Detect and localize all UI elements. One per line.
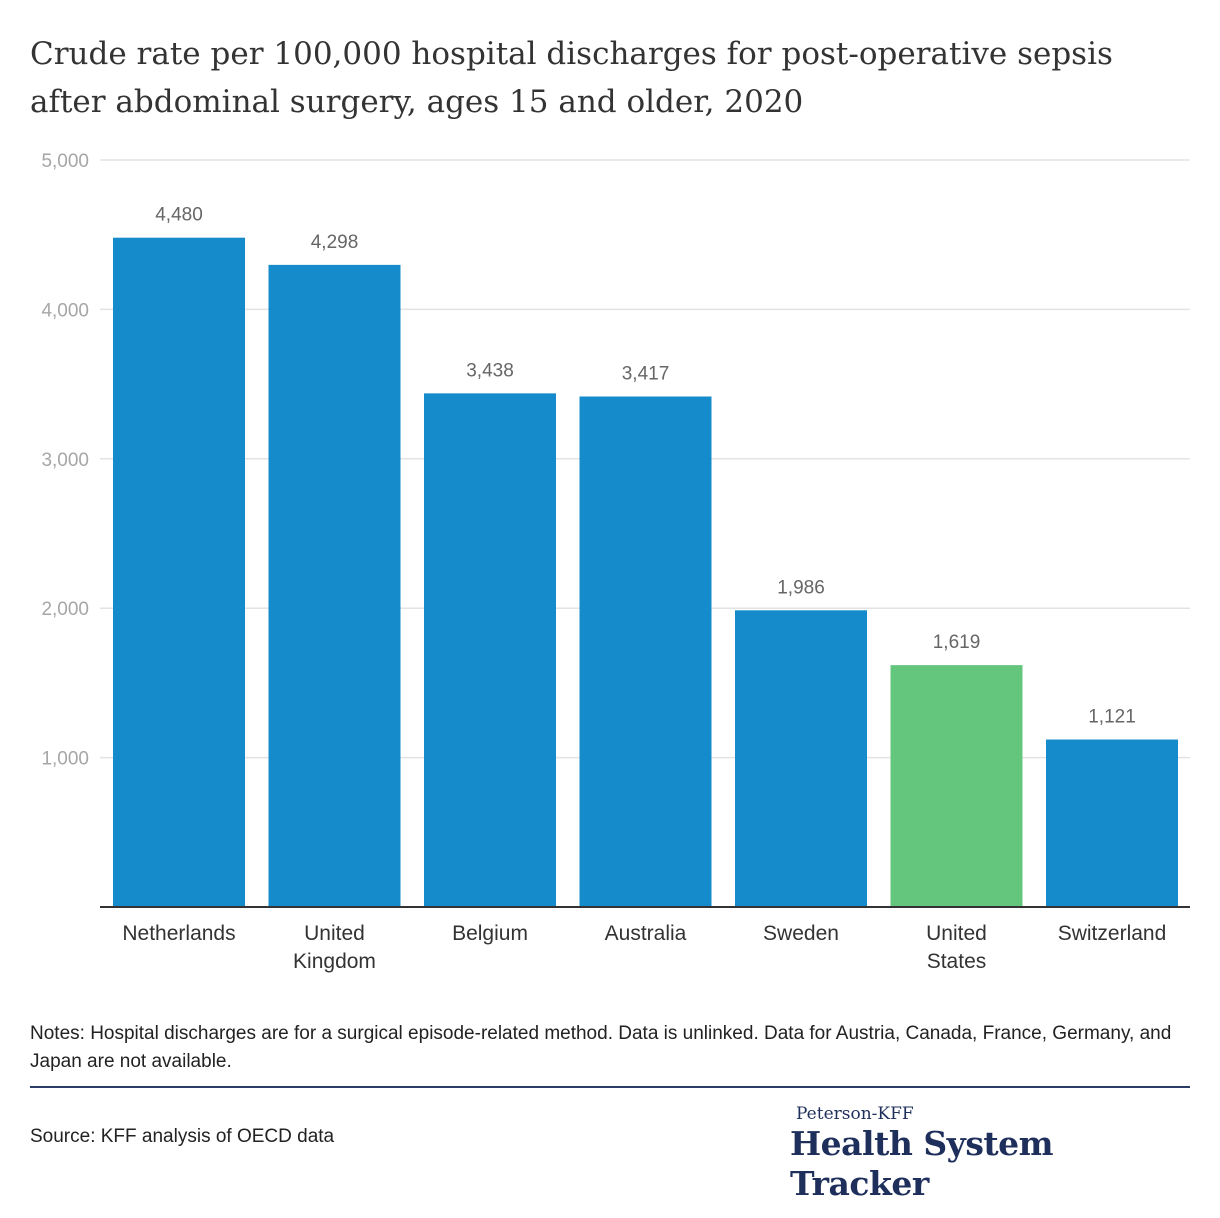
bars [113,237,1178,908]
y-tick-label: 3,000 [41,450,89,471]
bar-chart: 1,000 2,000 3,000 4,000 5,000 4,480 4,298 3,43… [41,151,1190,973]
y-tick-label: 2,000 [41,599,89,620]
category-label: United Kingdom [293,922,376,973]
category-label: Switzerland [1058,922,1167,945]
data-label: 4,298 [311,232,359,253]
bar-australia [579,396,712,907]
category-label: United States [926,922,987,973]
chart-notes: Notes: Hospital discharges are for a sur… [30,1023,1172,1072]
bar-netherlands [113,237,245,908]
category-label: Netherlands [122,922,235,945]
data-label: 1,121 [1088,707,1136,728]
category-label: Belgium [452,922,528,945]
chart-source: Source: KFF analysis of OECD data [30,1126,335,1147]
bar-switzerland [1046,739,1178,907]
bar-united-kingdom [268,264,401,907]
y-tick-label: 5,000 [41,151,89,172]
chart-title: Crude rate per 100,000 hospital discharg… [30,36,1113,120]
brand-top-text: Peterson-KFF [796,1104,914,1124]
brand-logo: Peterson-KFF Health System Tracker [790,1104,1190,1204]
category-label: Sweden [763,922,839,945]
bar-belgium [424,393,556,907]
bar-sweden [735,610,867,907]
y-axis-ticks: 1,000 2,000 3,000 4,000 5,000 [41,151,89,770]
data-label: 4,480 [155,205,203,226]
y-tick-label: 4,000 [41,300,89,321]
y-tick-label: 1,000 [41,749,89,770]
data-labels: 4,480 4,298 3,438 3,417 1,986 1,619 1,121 [155,205,1136,728]
data-label: 1,619 [933,632,981,653]
category-label: Australia [605,922,687,945]
data-label: 3,438 [466,360,514,381]
data-label: 1,986 [777,577,825,598]
bar-united-states [890,665,1023,907]
brand-main-text: Health System Tracker [790,1124,1054,1203]
footer-divider [30,1086,1190,1088]
data-label: 3,417 [622,364,670,385]
category-labels: Netherlands United Kingdom Belgium Australia… [122,922,1166,973]
